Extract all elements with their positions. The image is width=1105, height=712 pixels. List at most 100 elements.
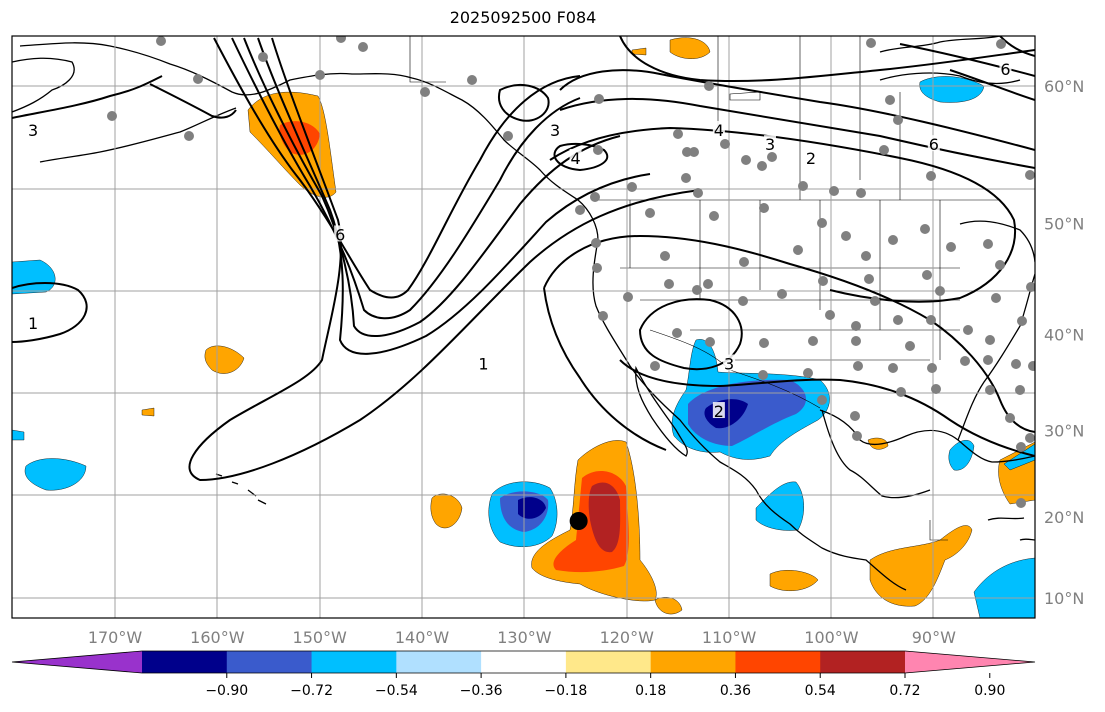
contour-line — [498, 83, 550, 122]
contour-line — [257, 37, 651, 355]
colorbar-tick-label: −0.36 — [460, 683, 503, 699]
contour-label-bg — [712, 120, 725, 137]
colorbar-outline — [11, 650, 1036, 674]
colorbar-tick-label: 0.18 — [635, 683, 666, 699]
anomaly-positive-central-america — [869, 525, 973, 607]
contour-line — [553, 142, 609, 172]
colorbar-segment — [396, 651, 482, 673]
lat-label: 30°N — [1044, 421, 1084, 440]
colorbar-extend-low — [12, 651, 142, 673]
colorbar-segment — [142, 651, 228, 673]
lon-label: 150°W — [293, 628, 348, 647]
colorbar-tick-label: 0.90 — [974, 683, 1005, 699]
contour-label: 2 — [714, 402, 724, 421]
storm-center-marker[interactable] — [569, 511, 588, 530]
contour-line — [949, 69, 1035, 101]
colorbar-segment — [481, 651, 567, 673]
contour-label: 1 — [478, 355, 488, 374]
contour-line — [619, 36, 1035, 83]
contour-label: 3 — [550, 121, 560, 140]
lon-label: 160°W — [190, 628, 245, 647]
anomaly-positive-central-pacific — [204, 345, 245, 374]
contour-line — [999, 36, 1035, 57]
contour-label-bg — [927, 135, 940, 152]
lon-label: 130°W — [497, 628, 552, 647]
colorbar-tick-label: 0.36 — [720, 683, 751, 699]
contour-label-bg — [712, 402, 725, 419]
contour-line — [549, 126, 1016, 303]
lat-label: 20°N — [1044, 508, 1084, 527]
contour-label-bg — [723, 354, 736, 371]
anomaly-positive-north-center — [669, 37, 711, 59]
contour-label-bg — [27, 120, 40, 137]
contour-label-bg — [764, 135, 777, 152]
contour-line — [619, 359, 1035, 457]
contour-label: 3 — [765, 135, 775, 154]
anomaly-negative-north-atlantic — [919, 76, 985, 103]
contour-label-bg — [569, 148, 582, 165]
colorbar-segment — [650, 651, 736, 673]
lat-label: 10°N — [1044, 589, 1084, 608]
anomaly-negative-core — [518, 497, 546, 519]
lat-label: 60°N — [1044, 77, 1084, 96]
contours — [12, 36, 1035, 482]
lon-label: 170°W — [88, 628, 143, 647]
lon-label: 110°W — [702, 628, 757, 647]
contour-line — [231, 37, 581, 320]
colorbar-extend-high — [905, 651, 1035, 673]
map-title: 2025092500 F084 — [449, 8, 597, 27]
colorbar-segment — [735, 651, 821, 673]
contour-label: 3 — [724, 355, 734, 374]
contour-label-bg — [477, 354, 490, 371]
station-markers — [107, 36, 1035, 508]
contour-label-bg — [334, 225, 347, 242]
contour-line — [213, 37, 581, 299]
contour-label-bg — [999, 60, 1012, 77]
latitude-labels: 60°N 50°N 40°N 30°N 20°N 10°N — [1044, 77, 1084, 608]
contour-label: 6 — [335, 225, 345, 244]
contour-label-bg — [804, 148, 817, 165]
contour-line — [559, 69, 1035, 151]
contour-label: 6 — [929, 135, 939, 154]
contour-label: 3 — [28, 121, 38, 140]
gridlines — [12, 36, 1035, 618]
lat-label: 40°N — [1044, 326, 1084, 345]
colorbar-tick-label: −0.54 — [375, 683, 418, 699]
contour-line — [149, 83, 237, 119]
contour-label: 4 — [570, 149, 580, 168]
contour-line — [559, 97, 1035, 169]
contour-line — [543, 287, 667, 451]
contour-label: 4 — [714, 121, 724, 140]
map-frame — [11, 35, 1036, 619]
contour-line — [543, 234, 1035, 433]
colorbar-tick-label: 0.72 — [889, 683, 920, 699]
colorbar-tick-label: −0.18 — [544, 683, 587, 699]
colorbar-segment — [311, 651, 397, 673]
contour-line — [899, 43, 1035, 77]
colorbar-segment — [820, 651, 906, 673]
coastlines — [12, 36, 1035, 591]
contour-label: 6 — [1000, 60, 1010, 79]
longitude-labels: 170°W 160°W 150°W 140°W 130°W 120°W 110°W 100°W… — [88, 628, 956, 647]
colorbar-tick-label: 0.54 — [805, 683, 836, 699]
lat-label: 50°N — [1044, 214, 1084, 233]
contour-line — [12, 75, 163, 119]
lon-label: 120°W — [600, 628, 655, 647]
contour-label-bg — [549, 120, 562, 137]
lon-label: 100°W — [804, 628, 859, 647]
colorbar-segment — [226, 651, 313, 673]
colorbar-tick-label: −0.72 — [290, 683, 333, 699]
colorbar: −0.90 −0.72 −0.54 −0.36 −0.18 0.18 0.36 0.54 0.7… — [11, 650, 1036, 699]
political-borders — [409, 36, 1000, 541]
contour-label: 1 — [28, 314, 38, 333]
lon-label: 90°W — [912, 628, 956, 647]
contour-line — [12, 282, 88, 343]
shaded-anomalies — [12, 37, 1035, 618]
lon-label: 140°W — [395, 628, 450, 647]
colorbar-tick-label: −0.90 — [205, 683, 248, 699]
contour-line — [638, 298, 743, 371]
colorbar-segment — [565, 651, 652, 673]
